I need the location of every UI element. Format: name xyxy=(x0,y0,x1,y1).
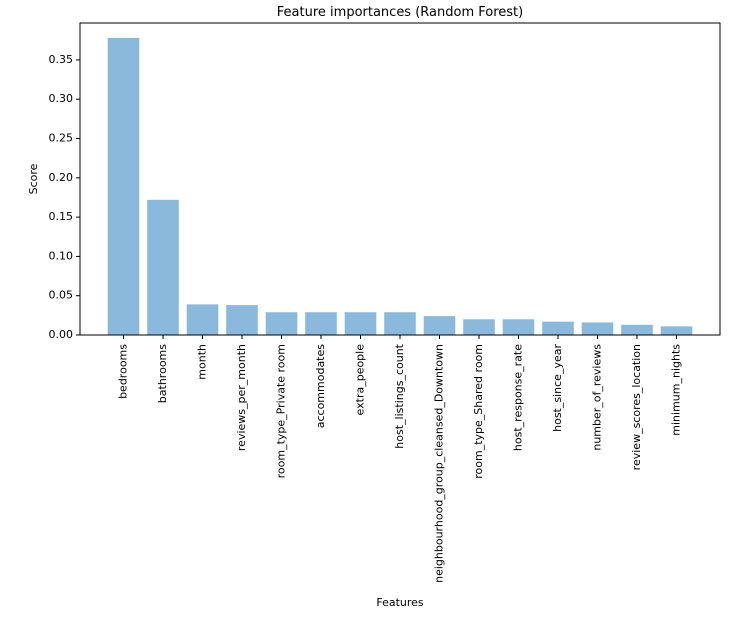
bar-review-scores-location xyxy=(621,324,653,335)
y-tick-label: 0.35 xyxy=(49,53,74,66)
bar-number-of-reviews xyxy=(581,322,614,335)
x-tick-label: reviews_per_month xyxy=(235,344,248,451)
y-tick-label: 0.10 xyxy=(49,249,74,262)
y-tick-label: 0.00 xyxy=(49,328,74,341)
y-axis: 0.00 0.05 0.10 0.15 0.20 0.25 0.30 0.35 xyxy=(49,53,80,341)
bar-host-response-rate xyxy=(502,319,535,335)
x-axis: bedrooms bathrooms month reviews_per_month r… xyxy=(117,335,683,583)
x-tick-label: host_response_rate xyxy=(512,344,525,451)
x-axis-title: Features xyxy=(376,596,424,609)
bar-bathrooms xyxy=(147,199,179,335)
x-tick-label: bathrooms xyxy=(156,344,169,403)
bar-room-type-private-room xyxy=(265,312,298,335)
x-tick-label: host_since_year xyxy=(551,344,564,432)
bar-bedrooms xyxy=(107,37,140,336)
x-tick-label: month xyxy=(196,344,209,380)
bar-accommodates xyxy=(305,312,337,335)
bar-reviews-per-month xyxy=(226,305,258,335)
x-tick-label: review_scores_location xyxy=(630,344,643,470)
y-tick-label: 0.25 xyxy=(49,132,74,145)
x-tick-label: number_of_reviews xyxy=(591,344,604,451)
bar-minimum-nights xyxy=(660,326,693,335)
bar-host-listings-count xyxy=(384,312,416,335)
x-tick-label: accommodates xyxy=(314,344,327,429)
bar-extra-people xyxy=(344,312,377,335)
bar-month xyxy=(186,304,219,335)
chart-title: Feature importances (Random Forest) xyxy=(277,5,523,20)
bar-neighbourhood-group-cleansed-downtown xyxy=(423,316,456,335)
x-tick-label: room_type_Shared room xyxy=(472,344,485,479)
y-axis-title: Score xyxy=(27,163,40,194)
y-tick-label: 0.15 xyxy=(49,210,74,223)
x-tick-label: host_listings_count xyxy=(393,343,406,448)
x-tick-label: neighbourhood_group_cleansed_Downtown xyxy=(433,344,446,583)
x-tick-label: extra_people xyxy=(354,344,367,416)
bars-group xyxy=(107,37,693,336)
x-tick-label: minimum_nights xyxy=(670,344,683,436)
y-tick-label: 0.30 xyxy=(49,92,74,105)
x-tick-label: bedrooms xyxy=(117,344,130,399)
bar-room-type-shared-room xyxy=(463,319,495,335)
y-tick-label: 0.20 xyxy=(49,171,74,184)
bar-host-since-year xyxy=(542,321,574,335)
y-tick-label: 0.05 xyxy=(49,289,74,302)
x-tick-label: room_type_Private room xyxy=(275,344,288,478)
